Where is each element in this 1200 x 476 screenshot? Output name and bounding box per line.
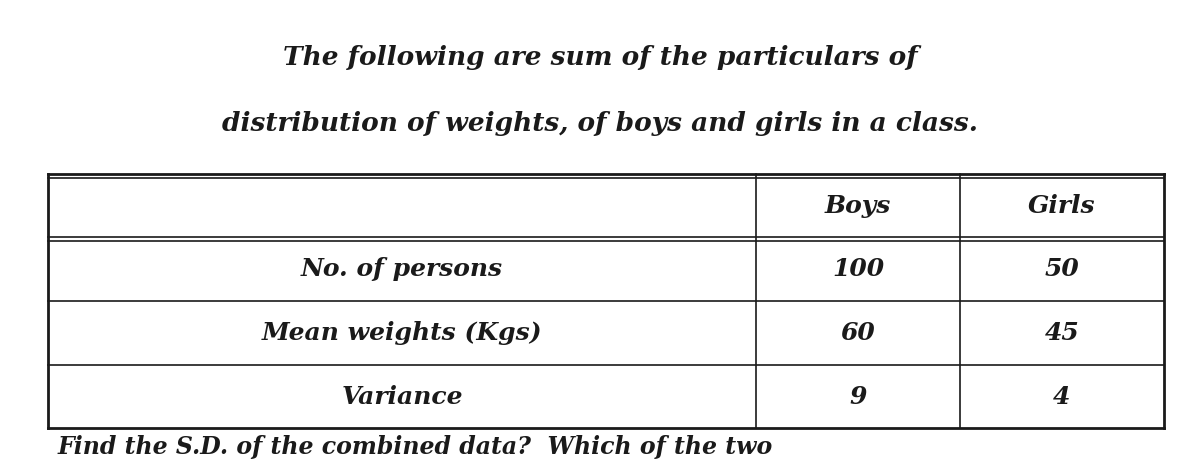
Text: 9: 9	[850, 385, 866, 408]
Text: 100: 100	[832, 257, 884, 281]
Text: Girls: Girls	[1028, 194, 1096, 218]
Text: 4: 4	[1054, 385, 1070, 408]
Text: 60: 60	[841, 321, 875, 345]
Text: 50: 50	[1045, 257, 1079, 281]
Text: distribution of weights, of boys and girls in a class.: distribution of weights, of boys and gir…	[222, 111, 978, 136]
Text: 45: 45	[1045, 321, 1079, 345]
Text: No. of persons: No. of persons	[301, 257, 503, 281]
Text: Mean weights (Kgs): Mean weights (Kgs)	[262, 321, 542, 345]
Text: Find the S.D. of the combined data?  Which of the two: Find the S.D. of the combined data? Whic…	[58, 436, 773, 459]
Text: The following are sum of the particulars of: The following are sum of the particulars…	[283, 45, 917, 69]
Bar	[48, 174, 1164, 428]
Text: Boys: Boys	[824, 194, 892, 218]
Text: Variance: Variance	[341, 385, 463, 408]
